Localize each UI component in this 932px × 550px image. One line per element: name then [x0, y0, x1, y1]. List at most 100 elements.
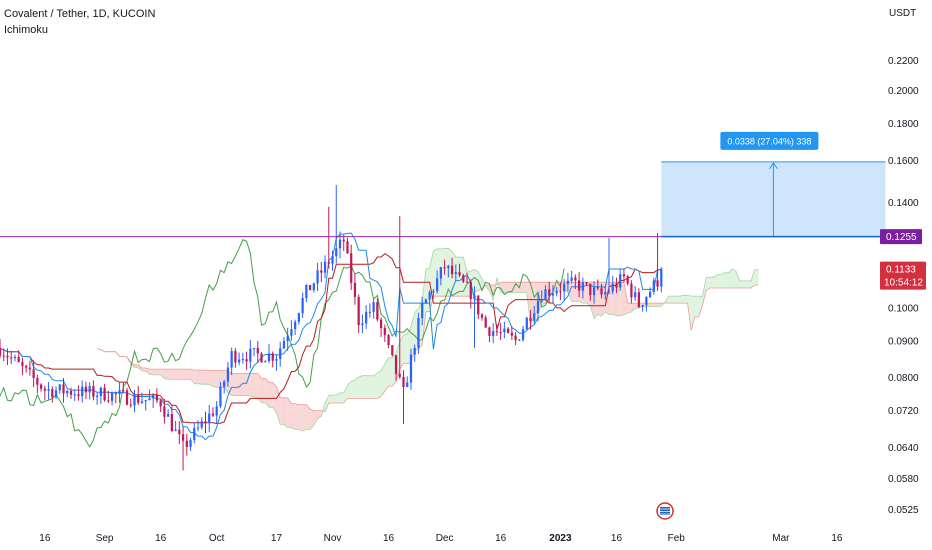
- candle: [626, 274, 629, 286]
- candle: [462, 273, 465, 283]
- candle-body: [469, 281, 472, 300]
- candle: [574, 274, 577, 290]
- candle-body: [241, 359, 244, 361]
- ichimoku-lines: [0, 232, 759, 448]
- candle-body: [294, 321, 297, 330]
- candle-body: [492, 331, 495, 336]
- candle: [585, 281, 588, 287]
- candle-body: [99, 387, 102, 396]
- candle: [368, 303, 372, 318]
- cloud-segment: [631, 303, 636, 312]
- candle: [469, 279, 472, 309]
- cloud-segment: [694, 296, 699, 317]
- candle-body: [297, 313, 301, 322]
- cloud-segment: [257, 373, 262, 403]
- cloud-segment: [444, 248, 449, 297]
- candle: [499, 322, 502, 340]
- candle: [84, 381, 88, 400]
- candle-body: [267, 353, 271, 362]
- candle: [398, 216, 401, 380]
- candle: [357, 294, 360, 334]
- cloud-segment: [508, 282, 512, 293]
- candle: [122, 382, 125, 394]
- cloud-segment: [709, 277, 714, 289]
- candle-body: [54, 390, 58, 398]
- candle-body: [316, 270, 319, 284]
- x-tick-label: 16: [155, 533, 167, 544]
- drawings[interactable]: 0.0338 (27.04%) 338: [0, 131, 886, 238]
- candle: [0, 338, 2, 359]
- candle-body: [81, 386, 84, 397]
- candle: [279, 341, 282, 367]
- candle: [249, 339, 252, 369]
- cloud-segment: [623, 282, 628, 315]
- candle: [417, 312, 420, 354]
- candle: [47, 381, 50, 400]
- indicator-label[interactable]: Ichimoku: [4, 24, 49, 36]
- candle: [51, 386, 54, 403]
- last-price-tag: 0.1133 10:54:12: [880, 261, 926, 290]
- candle-body: [2, 355, 5, 357]
- candle-body: [32, 369, 35, 379]
- cloud-segment: [399, 335, 404, 370]
- candle-body: [630, 283, 633, 298]
- candle: [540, 290, 543, 303]
- cloud-segment: [145, 368, 150, 375]
- cloud-segment: [388, 357, 393, 387]
- cloud-segment: [721, 272, 725, 289]
- candle-body: [533, 313, 536, 321]
- last-price-bg: [880, 261, 926, 290]
- candle: [77, 385, 80, 401]
- cloud-segment: [269, 382, 273, 408]
- y-tick-label: 0.1400: [888, 198, 919, 209]
- candle-body: [110, 392, 114, 401]
- x-tick-label: Feb: [668, 533, 686, 544]
- candle: [312, 282, 315, 293]
- candle-body: [43, 388, 46, 391]
- candle-body: [529, 317, 532, 321]
- candle: [559, 282, 562, 301]
- candle-body: [10, 357, 13, 359]
- x-tick-label: 16: [611, 533, 623, 544]
- cloud-segment: [171, 369, 176, 380]
- candle: [338, 231, 342, 259]
- candle: [379, 317, 383, 337]
- candle-body: [592, 287, 596, 296]
- candle-body: [39, 384, 43, 389]
- x-tick-label: Oct: [209, 533, 225, 544]
- candle-body: [323, 261, 327, 273]
- cloud-segment: [369, 375, 374, 399]
- candle: [297, 312, 301, 325]
- candle: [592, 281, 596, 304]
- measure-label: 0.0338 (27.04%) 338: [727, 136, 811, 146]
- cloud-segment: [702, 277, 707, 306]
- candle-body: [648, 291, 652, 298]
- cloud-segment: [683, 295, 688, 304]
- candle: [600, 283, 603, 299]
- candle: [566, 272, 570, 292]
- candle: [477, 295, 480, 320]
- cloud-segment: [650, 303, 654, 307]
- cloud-segment: [653, 303, 658, 307]
- y-tick-label: 0.2000: [888, 86, 919, 97]
- cloud-segment: [732, 269, 737, 289]
- candle: [252, 347, 256, 357]
- candle: [241, 352, 244, 364]
- cloud-segment: [310, 408, 314, 430]
- candle-body: [428, 292, 431, 300]
- candle-body: [6, 355, 9, 358]
- candle: [320, 262, 323, 283]
- cloud-segment: [339, 392, 344, 404]
- candle: [223, 379, 226, 394]
- candle: [536, 292, 540, 322]
- lagging-span-line: [0, 239, 565, 448]
- x-tick-label: Mar: [772, 533, 790, 544]
- candle-body: [137, 394, 140, 403]
- candle: [604, 284, 607, 300]
- candle: [66, 389, 69, 398]
- resistance-tag-bg: [880, 229, 922, 245]
- candle-body: [140, 401, 144, 403]
- candle-body: [589, 283, 592, 296]
- candle-body: [144, 400, 147, 402]
